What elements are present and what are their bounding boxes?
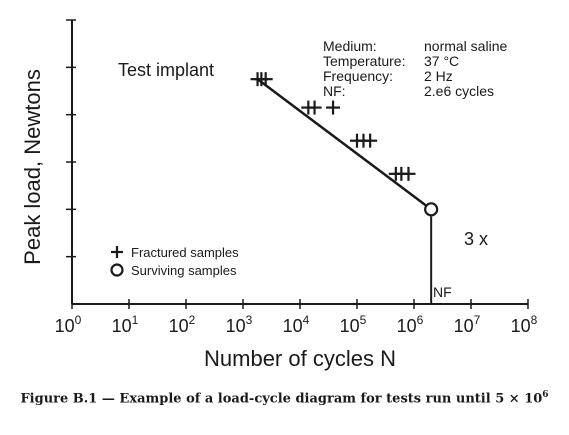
x-tick-label: 108 [511,313,538,336]
legend-marker-surviving [110,263,124,277]
legend: Fractured samples Surviving samples [110,245,239,278]
condition-value: 37 °C [424,53,459,69]
fractured-sample-marker [326,100,341,115]
fractured-sample-marker [401,166,416,181]
x-tick-label: 101 [112,313,139,336]
x-axis-label: Number of cycles N [204,346,396,371]
condition-label: Medium: [323,38,377,54]
legend-circle-shape [110,263,124,277]
fractured-sample-marker [307,100,322,115]
legend-label-surviving: Surviving samples [131,263,237,278]
x-tick-labels: 100 101 102 103 104 105 106 107 108 [55,313,538,336]
x-tick-label: 102 [169,313,196,336]
y-axis-label: Peak load, Newtons [20,69,45,265]
condition-value: 2.e6 cycles [424,83,494,99]
data-markers [250,72,439,217]
legend-label-fractured: Fractured samples [131,245,239,260]
fractured-sample-marker [363,133,378,148]
x-tick-label: 105 [340,313,367,336]
condition-value: normal saline [424,38,507,54]
chart-title: Test implant [118,60,214,80]
axis-ticks [66,19,529,309]
x-tick-label: 107 [454,313,481,336]
fractured-sample-marker [258,72,273,87]
condition-label: Temperature: [323,53,405,69]
surviving-count-annotation: 3 x [464,229,488,249]
x-tick-label: 106 [397,313,424,336]
condition-label: NF: [323,83,346,99]
test-conditions: Medium: normal saline Temperature: 37 °C Fre… [323,38,507,99]
surviving-sample-marker [424,202,439,217]
x-tick-label: 100 [55,313,82,336]
load-cycle-chart: 100 101 102 103 104 105 106 107 108 Test implant… [20,19,538,371]
legend-marker-fractured [111,246,123,258]
nf-line-label: NF [433,284,452,300]
x-tick-label: 104 [283,313,310,336]
legend-plus-shape [111,246,123,258]
figure-caption: Figure B.1 — Example of a load-cycle dia… [20,390,549,407]
fit-line [256,78,432,211]
condition-label: Frequency: [323,68,393,84]
x-tick-label: 103 [226,313,253,336]
condition-value: 2 Hz [424,68,453,84]
